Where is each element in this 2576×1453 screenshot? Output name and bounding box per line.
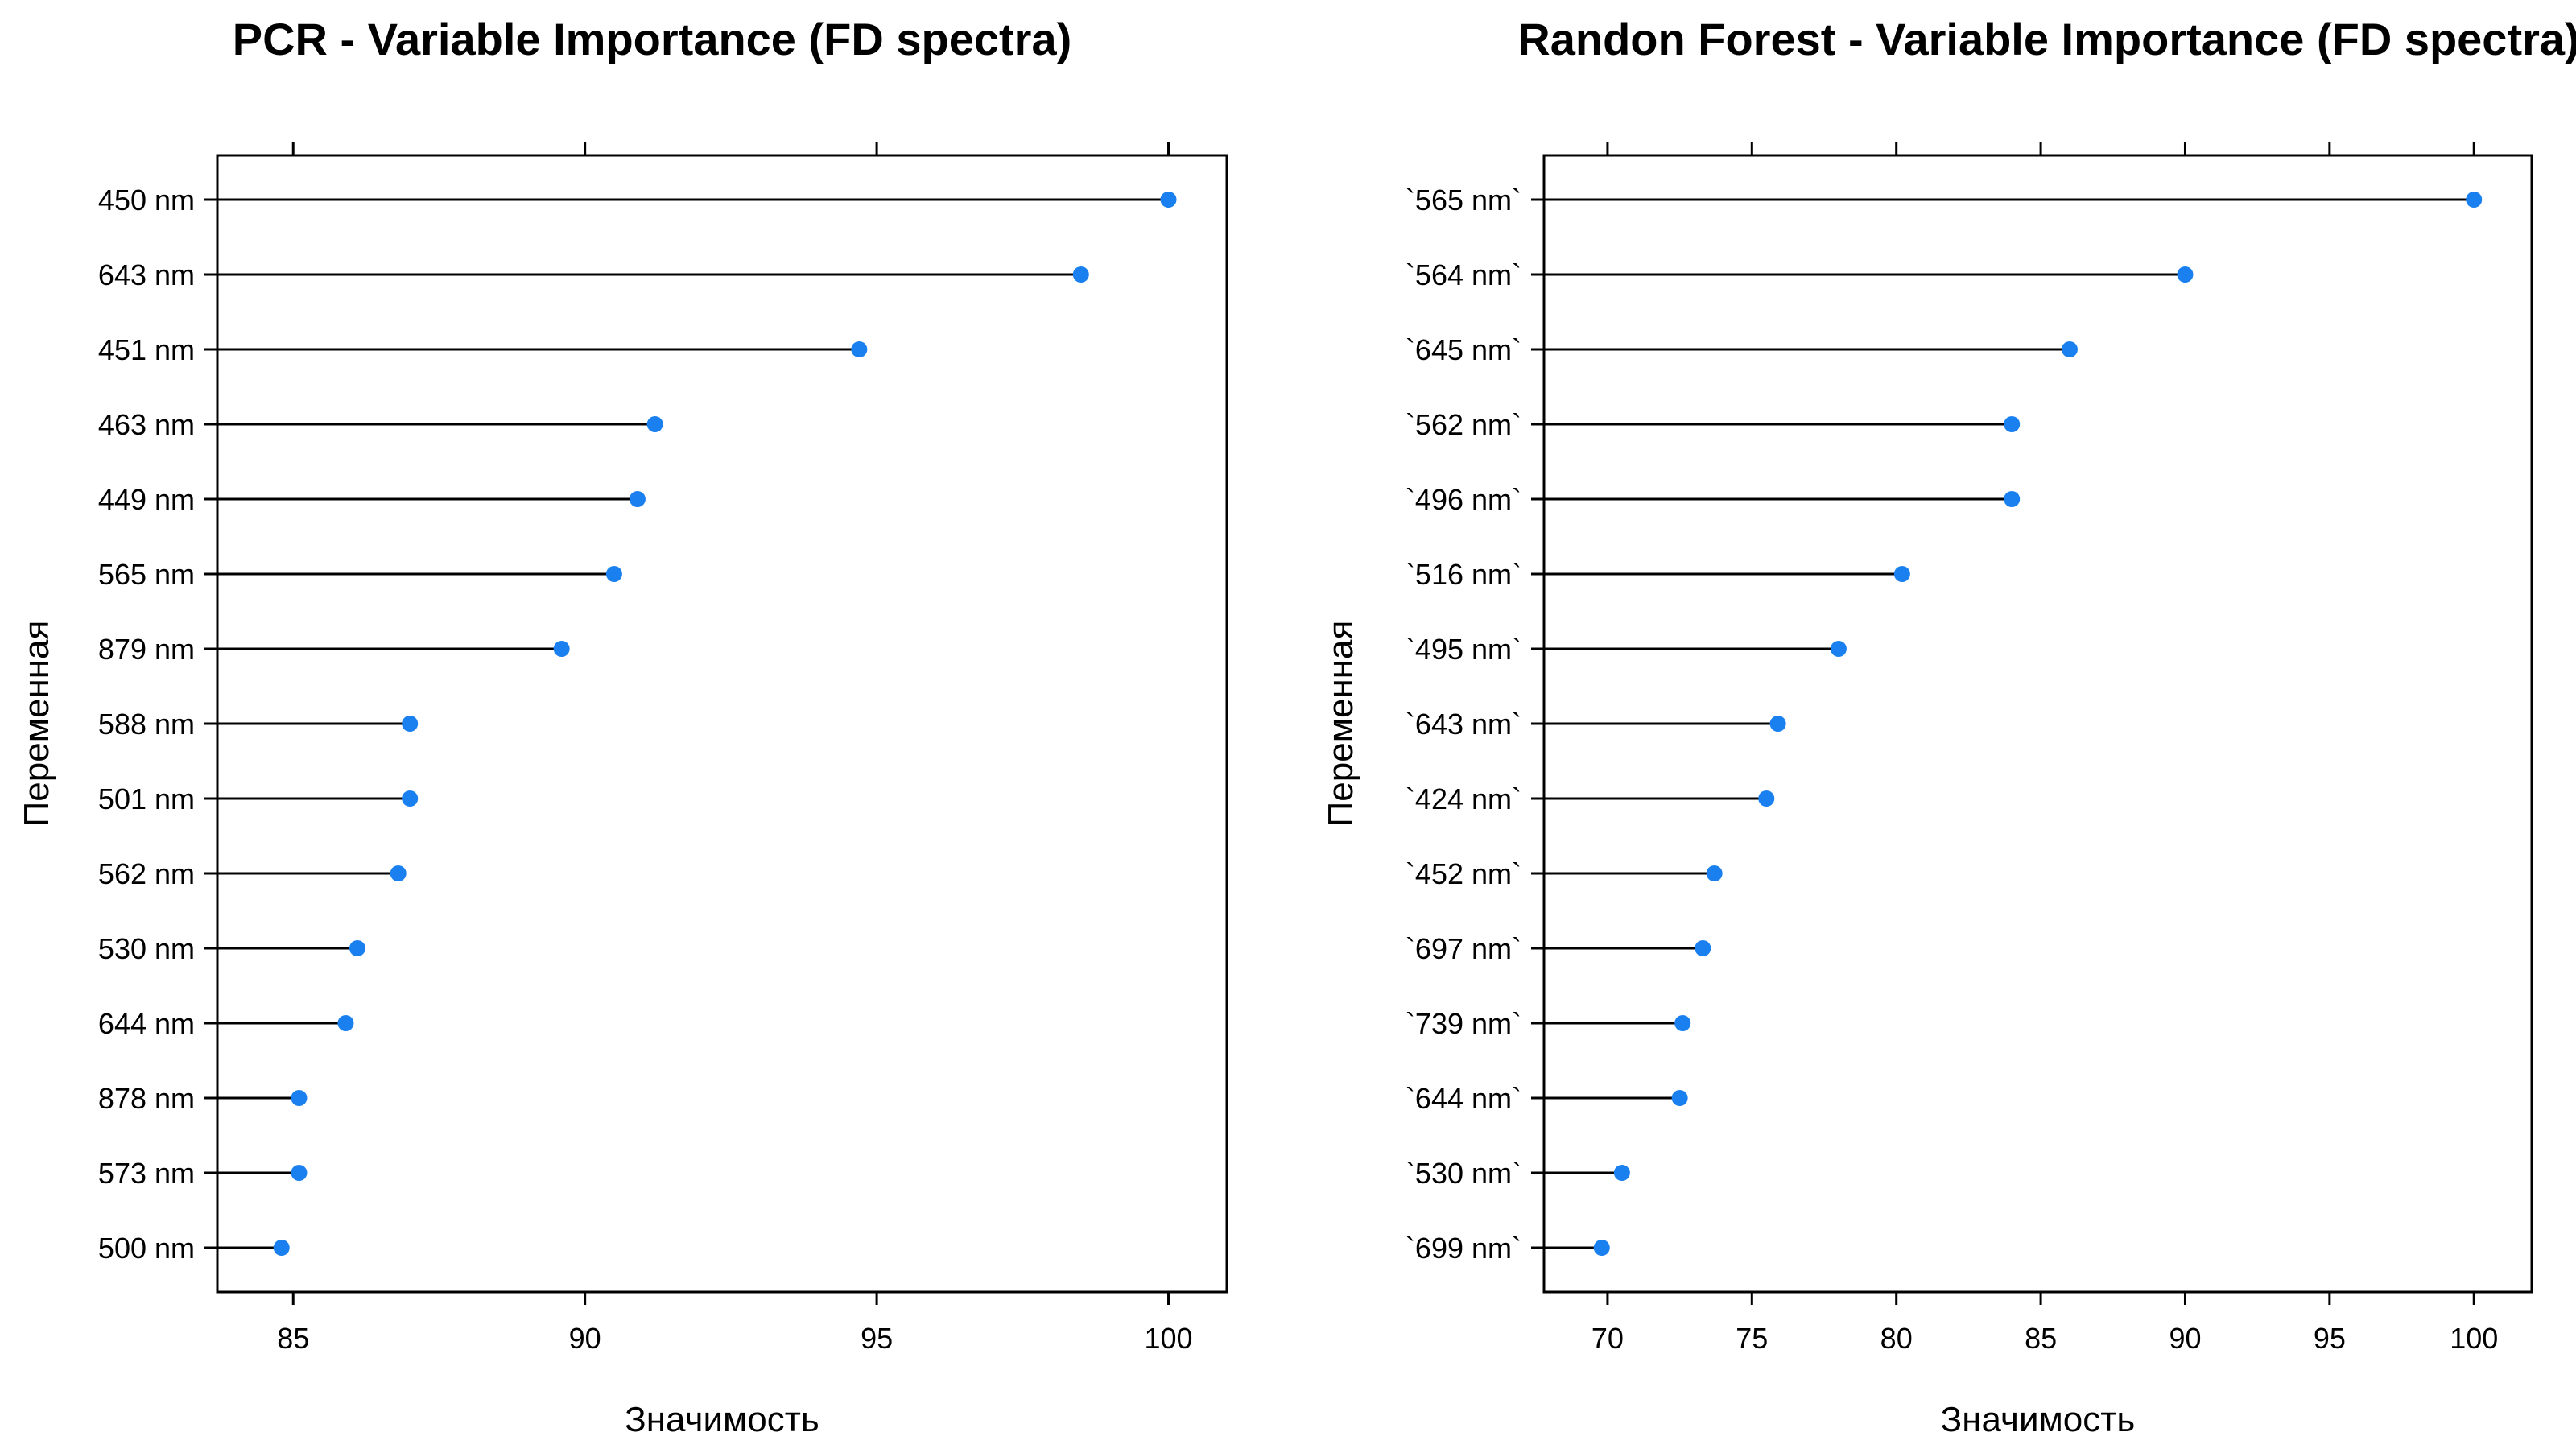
y-tick-label: `562 nm` bbox=[1406, 408, 1521, 441]
importance-point bbox=[2004, 491, 2021, 507]
y-tick-label: `495 nm` bbox=[1406, 633, 1521, 666]
x-tick-label: 95 bbox=[2314, 1322, 2346, 1355]
y-tick-label: 501 nm bbox=[98, 782, 195, 815]
y-tick-label: `644 nm` bbox=[1406, 1082, 1521, 1115]
chart-panel-1: PCR - Variable Importance (FD spectra) 85… bbox=[17, 14, 1228, 1439]
chart-title: PCR - Variable Importance (FD spectra) bbox=[233, 14, 1072, 64]
importance-point bbox=[2004, 416, 2021, 432]
x-tick-label: 95 bbox=[861, 1322, 893, 1355]
y-tick-label: `452 nm` bbox=[1406, 857, 1521, 890]
x-tick-label: 90 bbox=[569, 1322, 601, 1355]
y-tick-label: `530 nm` bbox=[1406, 1157, 1521, 1190]
y-tick-label: `699 nm` bbox=[1406, 1232, 1521, 1265]
y-tick-label: 565 nm bbox=[98, 558, 195, 591]
y-tick-label: 450 nm bbox=[98, 184, 195, 217]
y-tick-label: `643 nm` bbox=[1406, 708, 1521, 741]
importance-point bbox=[402, 790, 419, 807]
y-tick-label: 588 nm bbox=[98, 708, 195, 741]
y-tick-label: 879 nm bbox=[98, 633, 195, 666]
importance-point bbox=[2061, 341, 2078, 357]
importance-point bbox=[1758, 790, 1775, 807]
y-tick-label: `739 nm` bbox=[1406, 1007, 1521, 1040]
y-tick-label: `565 nm` bbox=[1406, 184, 1521, 217]
y-axis-label: Переменная bbox=[17, 621, 56, 828]
y-tick-label: 643 nm bbox=[98, 258, 195, 291]
y-tick-label: `516 nm` bbox=[1406, 558, 1521, 591]
importance-point bbox=[1695, 940, 1711, 956]
importance-point bbox=[1613, 1165, 1630, 1181]
chart-title: Randon Forest - Variable Importance (FD … bbox=[1517, 14, 2576, 64]
x-tick-label: 100 bbox=[1144, 1322, 1192, 1355]
y-tick-label: `496 nm` bbox=[1406, 483, 1521, 516]
importance-point bbox=[553, 641, 570, 657]
importance-point bbox=[291, 1090, 308, 1106]
importance-point bbox=[337, 1015, 354, 1031]
importance-point bbox=[2177, 266, 2194, 283]
x-tick-label: 70 bbox=[1591, 1322, 1624, 1355]
x-tick-label: 75 bbox=[1736, 1322, 1768, 1355]
y-tick-label: `424 nm` bbox=[1406, 782, 1521, 815]
y-tick-label: 644 nm bbox=[98, 1007, 195, 1040]
importance-point bbox=[273, 1240, 290, 1256]
importance-point bbox=[2466, 192, 2483, 208]
importance-point bbox=[402, 716, 419, 732]
x-tick-label: 90 bbox=[2169, 1322, 2201, 1355]
importance-point bbox=[629, 491, 646, 507]
importance-point bbox=[390, 865, 407, 881]
x-tick-label: 85 bbox=[2025, 1322, 2057, 1355]
importance-point bbox=[1893, 566, 1910, 582]
y-tick-label: 451 nm bbox=[98, 333, 195, 366]
y-tick-label: 562 nm bbox=[98, 857, 195, 890]
importance-point bbox=[349, 940, 365, 956]
x-axis-label: Значимость bbox=[625, 1400, 819, 1439]
y-axis-label: Переменная bbox=[1321, 621, 1360, 828]
x-tick-label: 85 bbox=[277, 1322, 309, 1355]
importance-point bbox=[605, 566, 622, 582]
x-tick-label: 100 bbox=[2450, 1322, 2498, 1355]
y-tick-label: 463 nm bbox=[98, 408, 195, 441]
y-tick-label: `564 nm` bbox=[1406, 258, 1521, 291]
importance-point bbox=[1671, 1090, 1688, 1106]
y-tick-label: 500 nm bbox=[98, 1232, 195, 1265]
y-tick-label: 449 nm bbox=[98, 483, 195, 516]
importance-point bbox=[1674, 1015, 1691, 1031]
importance-point bbox=[291, 1165, 308, 1181]
y-tick-label: 573 nm bbox=[98, 1157, 195, 1190]
x-axis-label: Значимость bbox=[1941, 1400, 2136, 1439]
importance-point bbox=[1769, 716, 1786, 732]
importance-point bbox=[646, 416, 663, 432]
importance-point bbox=[1072, 266, 1089, 283]
y-tick-label: `697 nm` bbox=[1406, 932, 1521, 965]
y-tick-label: `645 nm` bbox=[1406, 333, 1521, 366]
x-tick-label: 80 bbox=[1880, 1322, 1913, 1355]
importance-point bbox=[1160, 192, 1177, 208]
y-tick-label: 530 nm bbox=[98, 932, 195, 965]
importance-point bbox=[851, 341, 868, 357]
importance-point bbox=[1830, 641, 1847, 657]
importance-point bbox=[1593, 1240, 1610, 1256]
y-tick-label: 878 nm bbox=[98, 1082, 195, 1115]
importance-point bbox=[1706, 865, 1723, 881]
chart-panel-2: Randon Forest - Variable Importance (FD … bbox=[1321, 14, 2576, 1439]
